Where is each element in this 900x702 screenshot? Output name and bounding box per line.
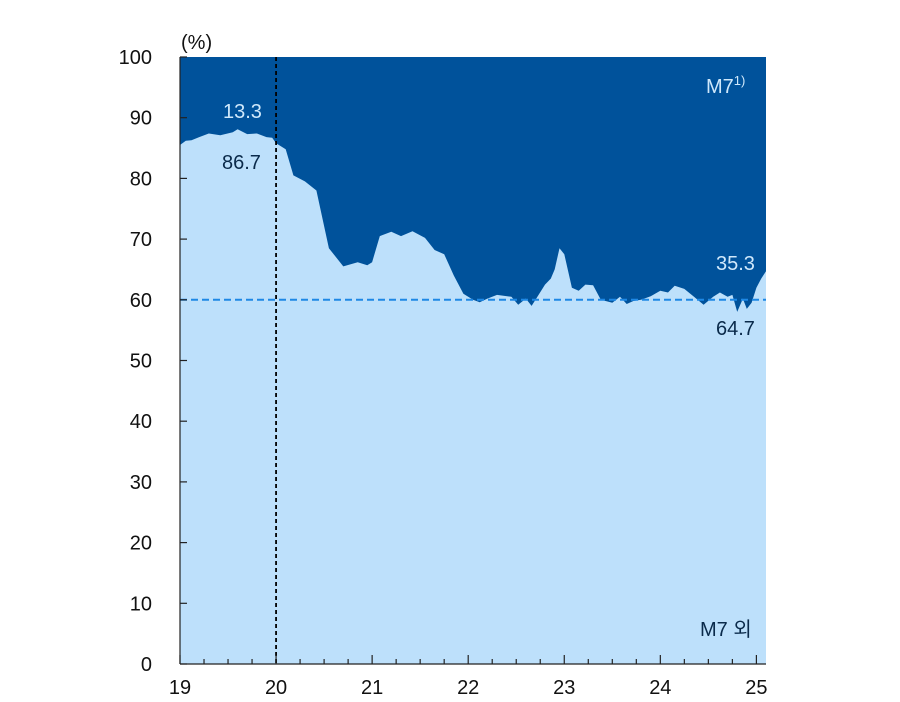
m7-series-label-text: M7 [706, 76, 734, 98]
y-axis-ticks: 0 10 20 30 40 50 60 70 80 90 100 [119, 47, 187, 676]
m7-excl-2020-label: 86.7 [222, 152, 261, 174]
m7-share-2020-label: 13.3 [223, 101, 262, 123]
y-tick-label: 40 [130, 411, 152, 433]
y-tick-label: 10 [130, 593, 152, 615]
y-tick-label: 0 [141, 654, 152, 676]
m7-share-end-label: 35.3 [716, 253, 755, 275]
m7-excl-area [180, 129, 766, 664]
m7-series-label-sup: 1) [734, 73, 746, 88]
y-tick-label: 60 [130, 290, 152, 312]
y-tick-label: 20 [130, 533, 152, 555]
m7-excl-end-label: 64.7 [716, 318, 755, 340]
x-tick-label: 22 [457, 677, 479, 699]
y-tick-label: 50 [130, 351, 152, 373]
m7-series-label: M71) [706, 73, 745, 98]
x-tick-label: 20 [265, 677, 287, 699]
y-unit-label: (%) [181, 32, 212, 54]
y-tick-label: 90 [130, 108, 152, 130]
y-tick-label: 100 [119, 47, 152, 69]
x-tick-label: 19 [169, 677, 191, 699]
x-tick-label: 21 [361, 677, 383, 699]
y-tick-label: 30 [130, 472, 152, 494]
x-tick-label: 23 [553, 677, 575, 699]
y-tick-label: 70 [130, 229, 152, 251]
x-axis-ticks: 19 20 21 22 23 24 25 [169, 655, 768, 699]
x-tick-label: 25 [745, 677, 767, 699]
m7-excl-series-label: M7 외 [700, 618, 752, 641]
x-tick-label: 24 [649, 677, 671, 699]
y-tick-label: 80 [130, 168, 152, 190]
